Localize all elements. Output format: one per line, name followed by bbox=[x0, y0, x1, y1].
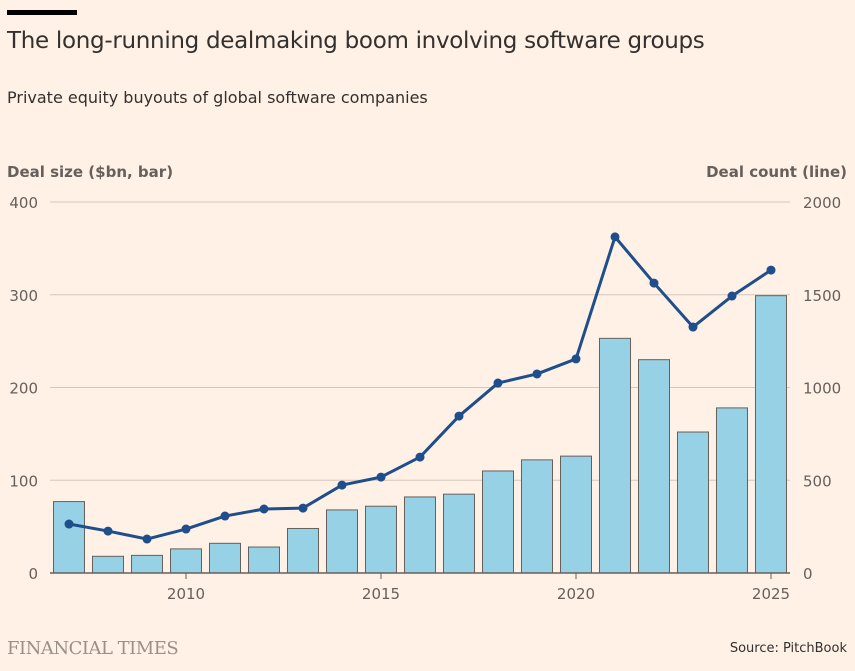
point-2019 bbox=[532, 369, 542, 379]
bar-2024 bbox=[716, 407, 748, 574]
point-2016 bbox=[415, 452, 425, 462]
bar-2009 bbox=[131, 554, 163, 574]
bar-2020 bbox=[560, 455, 592, 574]
x-tick-label: 2010 bbox=[167, 585, 205, 603]
point-2020 bbox=[571, 354, 581, 364]
bar-2015 bbox=[365, 505, 397, 574]
right-axis-label: Deal count (line) bbox=[706, 163, 847, 181]
bar-2018 bbox=[482, 470, 514, 574]
source-note: Source: PitchBook bbox=[729, 641, 847, 656]
bar-2019 bbox=[521, 459, 553, 574]
bar-2021 bbox=[599, 337, 631, 574]
bar-2017 bbox=[443, 493, 475, 574]
point-2017 bbox=[454, 411, 464, 421]
point-2009 bbox=[142, 534, 152, 544]
left-tick-label: 200 bbox=[9, 380, 38, 398]
ft-logo: FINANCIAL TIMES bbox=[7, 638, 179, 659]
bar-2013 bbox=[287, 527, 319, 574]
bar-2010 bbox=[170, 548, 202, 574]
point-2025 bbox=[766, 265, 776, 275]
bar-2023 bbox=[677, 431, 709, 574]
point-2021 bbox=[610, 232, 620, 242]
point-2018 bbox=[493, 378, 503, 388]
chart-title: The long-running dealmaking boom involvi… bbox=[7, 28, 705, 54]
point-2010 bbox=[181, 524, 191, 534]
left-tick-label: 0 bbox=[28, 565, 38, 583]
left-axis-label: Deal size ($bn, bar) bbox=[7, 163, 174, 181]
bar-2012 bbox=[248, 546, 280, 574]
bar-2008 bbox=[92, 555, 124, 574]
point-2012 bbox=[259, 504, 269, 514]
bar-2025 bbox=[755, 295, 787, 574]
bar-2014 bbox=[326, 509, 358, 574]
bar-2022 bbox=[638, 359, 670, 574]
left-tick-label: 300 bbox=[9, 287, 38, 305]
point-2022 bbox=[649, 278, 659, 288]
x-tick-label: 2025 bbox=[752, 585, 790, 603]
ft-top-rule bbox=[7, 10, 77, 15]
x-tick-label: 2020 bbox=[557, 585, 595, 603]
bar-2011 bbox=[209, 542, 241, 574]
right-tick-label: 1000 bbox=[803, 380, 841, 398]
right-tick-label: 0 bbox=[803, 565, 813, 583]
point-2008 bbox=[103, 526, 113, 536]
bar-2007 bbox=[53, 501, 85, 574]
left-tick-label: 100 bbox=[9, 472, 38, 490]
right-tick-label: 1500 bbox=[803, 287, 841, 305]
left-tick-label: 400 bbox=[9, 194, 38, 212]
point-2024 bbox=[727, 291, 737, 301]
point-2007 bbox=[64, 519, 74, 529]
point-2015 bbox=[376, 472, 386, 482]
point-2013 bbox=[298, 503, 308, 513]
right-tick-label: 2000 bbox=[803, 194, 841, 212]
point-2011 bbox=[220, 511, 230, 521]
bar-2016 bbox=[404, 496, 436, 574]
chart-subtitle: Private equity buyouts of global softwar… bbox=[7, 88, 428, 107]
right-tick-label: 500 bbox=[803, 472, 832, 490]
point-2023 bbox=[688, 322, 698, 332]
x-tick-label: 2015 bbox=[362, 585, 400, 603]
point-2014 bbox=[337, 480, 347, 490]
